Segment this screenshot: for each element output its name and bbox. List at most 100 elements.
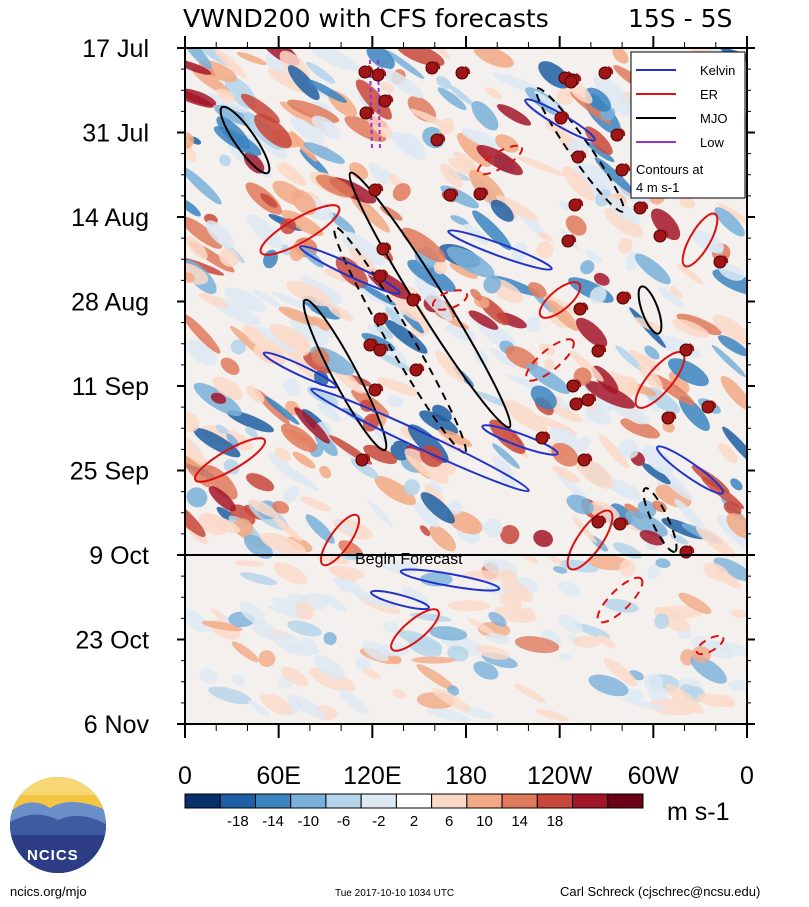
shading-cell xyxy=(720,375,747,411)
shading-cell xyxy=(537,231,554,242)
shading-cell xyxy=(717,335,747,357)
storm-symbol xyxy=(591,344,607,358)
shading-cell xyxy=(609,485,641,501)
x-tick-label: 180 xyxy=(445,762,487,790)
shading-cell xyxy=(208,485,236,512)
shading-cell xyxy=(703,562,730,582)
shading-cell xyxy=(585,381,636,409)
storm-symbol xyxy=(613,517,629,531)
shading-cell xyxy=(484,518,503,538)
shading-cell xyxy=(316,554,350,565)
shading-cell xyxy=(368,162,389,185)
shading-cell xyxy=(252,289,282,308)
shading-cell xyxy=(260,693,294,715)
shading-cell xyxy=(536,709,569,722)
storm-symbol xyxy=(615,163,631,177)
storm-symbol xyxy=(568,198,584,212)
shading-cell xyxy=(366,48,395,70)
colorbar-swatch xyxy=(219,793,256,809)
shading-cell xyxy=(280,218,296,235)
footer-timestamp: Tue 2017-10-10 1034 UTC xyxy=(335,888,455,899)
shading-cell xyxy=(474,391,512,409)
shading-cell xyxy=(267,605,306,619)
shading-cell xyxy=(185,410,200,432)
shading-cell xyxy=(185,198,201,217)
storm-symbol xyxy=(373,269,389,283)
shading-cell xyxy=(307,386,339,406)
contour-line xyxy=(262,351,338,389)
shading-cell xyxy=(490,199,514,222)
shading-cell xyxy=(438,429,473,447)
storm-symbol xyxy=(701,400,717,414)
storm-symbol xyxy=(373,343,389,357)
shading-cell xyxy=(377,352,411,372)
contour-line xyxy=(219,105,271,175)
shading-cell xyxy=(239,601,266,625)
shading-cell xyxy=(198,292,229,308)
storm-symbol xyxy=(406,293,422,307)
shading-cell xyxy=(502,399,548,433)
shading-cell xyxy=(501,578,534,603)
colorbar-units: m s-1 xyxy=(667,798,730,826)
shading-cell xyxy=(668,358,709,387)
storm-symbol xyxy=(455,66,471,80)
shading-cell xyxy=(260,532,307,557)
shading-cell xyxy=(447,510,483,535)
shading-cell xyxy=(203,514,241,534)
shading-cell xyxy=(290,116,325,145)
shading-cell xyxy=(719,695,736,709)
colorbar-swatch xyxy=(360,793,397,809)
shading-cell xyxy=(471,100,499,131)
shading-cell xyxy=(323,632,337,646)
shading-cell xyxy=(515,155,566,176)
legend-contour-note-1: Contours at xyxy=(636,162,704,177)
shading-cell xyxy=(380,67,424,99)
legend: Kelvin ER MJO Low Contours at 4 m s-1 xyxy=(630,51,746,199)
shading-cell xyxy=(287,620,322,637)
storm-symbol xyxy=(581,393,597,407)
shading-cell xyxy=(344,115,387,142)
shading-cell xyxy=(185,216,223,249)
storm-symbol xyxy=(425,61,441,75)
forecast-label: Begin Forecast xyxy=(355,551,463,568)
storm-symbol xyxy=(566,379,582,393)
shading-cell xyxy=(385,307,404,326)
contour-line xyxy=(681,212,719,268)
shading-cell xyxy=(287,65,320,101)
colorbar-swatch xyxy=(184,793,221,809)
storm-symbol xyxy=(373,312,389,326)
shading-cell xyxy=(409,108,455,131)
contour-line xyxy=(259,204,341,256)
shading-cell xyxy=(248,498,279,518)
chart-region: 15S - 5S xyxy=(628,4,732,33)
shading-cell xyxy=(260,193,278,208)
shading-cell xyxy=(272,500,290,514)
shading-cell xyxy=(573,635,602,648)
shading-cell xyxy=(328,567,358,583)
shading-cell xyxy=(245,426,258,438)
shading-cell xyxy=(472,210,512,251)
shading-cell xyxy=(286,693,327,719)
shading-cell xyxy=(467,618,498,637)
shading-cell xyxy=(672,318,710,338)
shading-cell xyxy=(185,236,208,260)
shading-cell xyxy=(374,476,417,506)
storm-symbol xyxy=(561,234,577,248)
shading-cell xyxy=(642,444,674,475)
shading-cell xyxy=(240,93,280,124)
storm-symbol xyxy=(679,343,695,357)
shading-cell xyxy=(286,280,332,307)
shading-cell xyxy=(456,132,492,168)
shading-cell xyxy=(558,653,573,661)
shading-cell xyxy=(496,104,532,126)
shading-cell xyxy=(665,684,704,715)
shading-cell xyxy=(191,66,231,96)
storm-symbol xyxy=(371,68,387,82)
shading-cell xyxy=(242,325,286,359)
shading-cell xyxy=(505,345,538,370)
shading-cell xyxy=(289,469,320,492)
contour-line xyxy=(655,445,725,495)
shading-cell xyxy=(448,84,474,106)
contour-line xyxy=(538,281,582,319)
shading-cell xyxy=(473,661,499,680)
